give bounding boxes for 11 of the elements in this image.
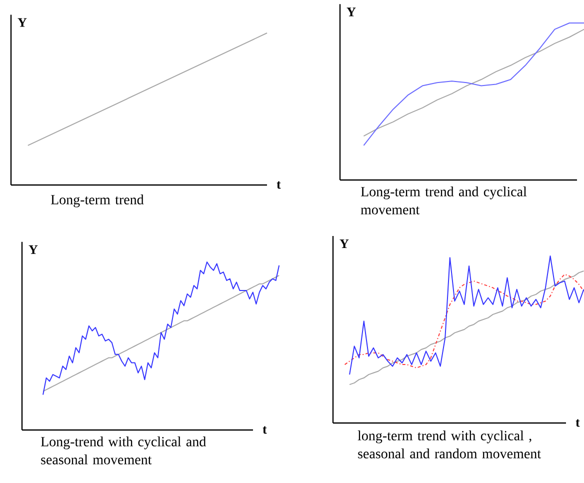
y-axis-title: Y (18, 18, 27, 27)
text: Long-term trend (50, 194, 144, 208)
y-axis-title: Y (340, 239, 349, 248)
text: long-term trend with cyclical , seasonal and random movement (358, 430, 541, 458)
x-axis-title: t (576, 419, 580, 427)
y-axis-title: Y (28, 245, 38, 254)
text: Long-trend with cyclical and seasonal movement (40, 436, 206, 464)
x-axis-title: t (276, 181, 281, 189)
x-axis-title: t (262, 426, 267, 434)
y-axis-title: Y (346, 8, 356, 16)
text: Long-term trend and cyclical movement (360, 186, 527, 214)
